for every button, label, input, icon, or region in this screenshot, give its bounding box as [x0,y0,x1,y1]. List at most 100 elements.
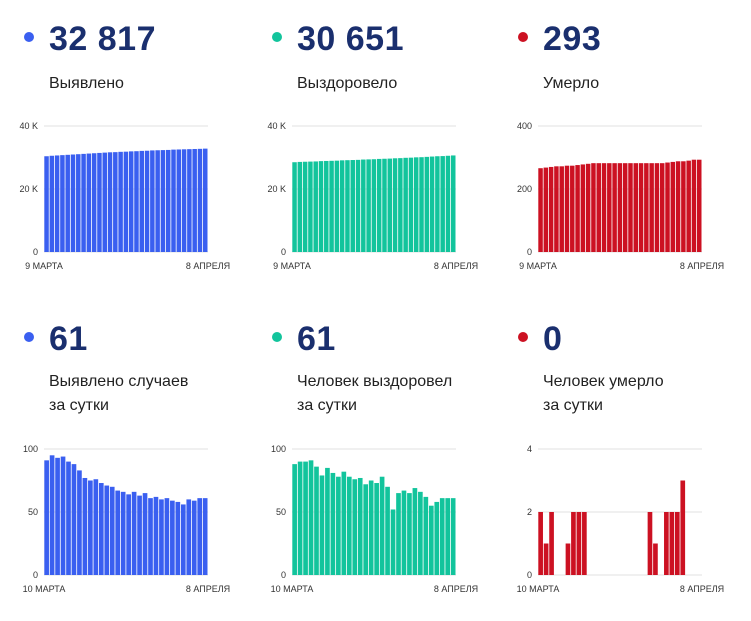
bar [76,154,81,252]
bar-chart: 0 50 100 10 МАРТА 8 АПРЕЛЯ [23,444,231,594]
y-tick-label: 20 K [267,184,286,194]
stat-label-line: за сутки [297,397,357,414]
bar [451,155,456,252]
bar [559,166,564,252]
series-dot [272,332,282,342]
bar [77,470,82,575]
bar [330,472,336,575]
y-tick-label: 0 [527,247,532,257]
bar [647,512,653,575]
bar [543,543,549,575]
bar [697,159,702,252]
bar [54,155,60,252]
panel-recovered-total: 30 651 Выздоровело 0 20 K 40 K 9 МАРТА 8 АПР… [253,0,493,300]
y-tick-label: 0 [281,247,286,257]
bar [371,159,377,252]
bar [49,455,55,575]
bar [202,498,208,575]
stat-label: Человек умерло за сутки [543,370,664,418]
bar [313,161,318,252]
bar [385,486,390,575]
bar [292,464,297,575]
bar [445,498,451,575]
bar [159,499,164,575]
bar-chart: 0 2 4 10 МАРТА 8 АПРЕЛЯ [517,444,725,594]
bar [128,151,134,252]
stat-label: Выявлено [49,72,124,96]
bar [357,477,363,575]
bar [571,512,576,575]
x-end-label: 8 АПРЕЛЯ [680,261,724,271]
y-tick-label: 40 K [19,121,38,131]
bar [379,476,385,575]
bar [97,152,102,252]
bar [576,512,582,575]
bar [44,460,49,575]
bar-chart: 0 200 400 9 МАРТА 8 АПРЕЛЯ [517,121,724,271]
bar [86,153,92,252]
bar [153,496,159,575]
stat-value: 30 651 [297,20,404,58]
bar [180,504,186,575]
bar [396,493,401,575]
stat-label-line: Выявлено случаев [49,373,189,390]
bar [144,150,150,252]
bar [197,148,203,252]
stat-value: 32 817 [49,20,156,58]
bar [582,512,587,575]
bar [665,162,670,252]
bar-chart: 0 50 100 10 МАРТА 8 АПРЕЛЯ [271,444,479,594]
bar [565,543,571,575]
panel-deaths-daily: 0 Человек умерло за сутки 0 2 4 10 МАРТА 8 А… [499,316,739,616]
bar [314,466,319,575]
stat-label-line: Умерло [543,75,600,92]
bar [675,161,681,252]
bar [142,493,148,575]
bar [109,486,115,575]
bar [439,498,445,575]
y-tick-label: 0 [33,570,38,580]
bar [374,483,379,575]
bar [60,155,65,252]
bar [60,456,66,575]
bar [176,149,182,252]
x-end-label: 8 АПРЕЛЯ [186,584,230,594]
bar [175,501,181,575]
bar [543,167,549,252]
stat-label: Человек выздоровел за сутки [297,370,452,418]
bar [345,160,350,252]
bar [164,498,170,575]
y-tick-label: 20 K [19,184,38,194]
series-dot [272,32,282,42]
x-end-label: 8 АПРЕЛЯ [434,584,478,594]
bar [649,163,654,252]
y-tick-label: 50 [28,507,38,517]
x-end-label: 8 АПРЕЛЯ [186,261,230,271]
bar [339,160,345,252]
bar [352,479,358,575]
bar [418,491,423,575]
bar [192,148,197,252]
bar [325,467,330,575]
bar [398,158,403,252]
bar [575,165,580,252]
bar [71,464,77,575]
bar [440,156,445,252]
bar [596,163,601,252]
bar [617,163,623,252]
bar [607,163,612,252]
bar [591,163,596,252]
bar [186,499,192,575]
bar [680,480,686,575]
bar [538,168,543,252]
bar [346,476,352,575]
bar [191,500,197,575]
bar [308,161,313,252]
bar [653,543,658,575]
y-tick-label: 40 K [267,121,286,131]
bar [654,163,660,252]
x-start-label: 9 МАРТА [273,261,311,271]
y-tick-label: 2 [527,507,532,517]
bar [633,163,639,252]
stat-label-line: Человек выздоровел [297,373,453,390]
